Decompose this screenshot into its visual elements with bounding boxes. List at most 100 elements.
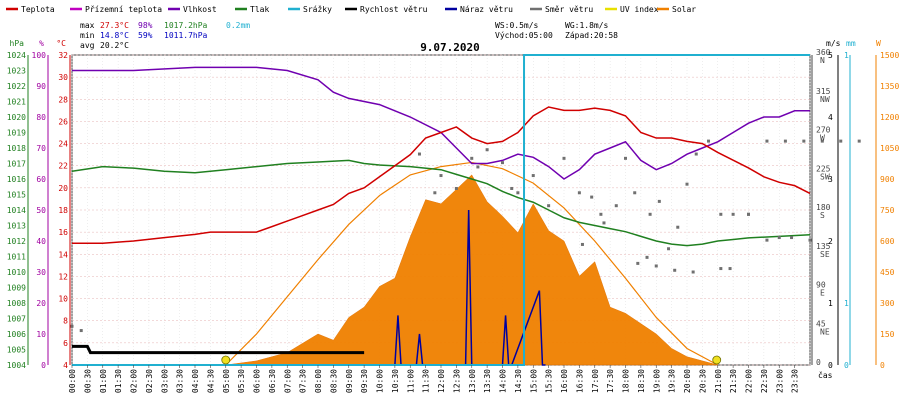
- direction-label: S: [820, 211, 825, 220]
- wind-dir-point: [454, 186, 458, 190]
- x-tick-label: 20:30: [698, 369, 707, 393]
- direction-tick: 225: [816, 164, 831, 173]
- wind-dir-point: [691, 270, 695, 274]
- left-axis-tick: 1019: [7, 129, 26, 138]
- left-axis-tick: 10: [58, 295, 68, 304]
- wind-dir-point: [516, 191, 520, 195]
- stats-max-press: 1017.2hPa: [164, 21, 208, 30]
- left-axis-tick: 0: [41, 361, 46, 370]
- x-tick-label: 11:30: [422, 369, 431, 393]
- x-tick-label: 22:30: [760, 369, 769, 393]
- x-tick-label: 07:30: [299, 369, 308, 393]
- left-axis-tick: 1018: [7, 144, 26, 153]
- left-axis-tick: 1013: [7, 222, 26, 231]
- wind-dir-point: [433, 191, 437, 195]
- wind-dir-point: [577, 191, 581, 195]
- wind-dir-point: [676, 225, 680, 229]
- legend-label: Vlhkost: [183, 5, 217, 14]
- stats-min-temp: 14.8°C: [100, 31, 129, 40]
- x-tick-label: 14:30: [514, 369, 523, 393]
- direction-label: NW: [820, 95, 830, 104]
- x-tick-label: 08:30: [329, 369, 338, 393]
- x-tick-label: 02:00: [130, 369, 139, 393]
- x-tick-label: 13:30: [483, 369, 492, 393]
- watt-axis-label: W: [876, 39, 881, 48]
- x-axis-label: čas: [818, 370, 833, 380]
- watt-axis-tick: 600: [880, 237, 895, 246]
- wind-dir-point: [485, 148, 489, 152]
- stats-sunset: Západ:20:58: [565, 31, 618, 40]
- x-tick-label: 04:30: [206, 369, 215, 393]
- x-tick-label: 03:00: [160, 369, 169, 393]
- legend-label: Teplota: [21, 5, 55, 14]
- wind-dir-point: [657, 199, 661, 203]
- mm-axis-tick: 1: [844, 299, 849, 308]
- wind-dir-point: [470, 156, 474, 160]
- wind-dir-point: [633, 191, 637, 195]
- left-axis-tick: 70: [36, 144, 46, 153]
- legend-label: Směr větru: [545, 5, 593, 14]
- stats-min-label: min: [80, 31, 95, 40]
- x-tick-label: 03:30: [176, 369, 185, 393]
- wind-dir-point: [531, 174, 535, 178]
- left-axis-tick: 1011: [7, 253, 26, 262]
- left-axis-tick: 1010: [7, 268, 26, 277]
- left-axis-tick: 1009: [7, 284, 26, 293]
- direction-tick: 0: [816, 358, 821, 367]
- direction-label: E: [820, 289, 825, 298]
- solar-area: [225, 174, 718, 366]
- left-axis-tick: 10: [36, 330, 46, 339]
- left-axis-tick: 100: [32, 51, 47, 60]
- ms-axis-tick: 5: [828, 51, 833, 60]
- ms-axis-tick: 3: [828, 175, 833, 184]
- legend-label: Tlak: [250, 5, 269, 14]
- stats-max-hum: 98%: [138, 21, 153, 30]
- left-axis-tick: 14: [58, 250, 68, 259]
- stats-max-temp: 27.3°C: [100, 21, 129, 30]
- wind-dir-point: [747, 212, 750, 216]
- x-tick-label: 16:00: [560, 369, 569, 393]
- wind-dir-point: [624, 156, 627, 160]
- stats-avg-temp: 20.2°C: [100, 41, 129, 50]
- left-axis-tick: 4: [63, 361, 68, 370]
- x-tick-label: 13:00: [468, 369, 477, 393]
- left-axis-tick: 1008: [7, 299, 26, 308]
- left-axis-tick: 32: [58, 51, 68, 60]
- x-tick-label: 00:30: [83, 369, 92, 393]
- wind-dir-point: [501, 161, 504, 165]
- series-hpa-line: [71, 159, 811, 247]
- x-tick-label: 17:00: [591, 369, 600, 393]
- x-tick-label: 09:00: [345, 369, 354, 393]
- left-axis-tick: 30: [36, 268, 46, 277]
- direction-tick: 180: [816, 203, 831, 212]
- left-axis-tick: 1004: [7, 361, 26, 370]
- wind-dir-point: [654, 264, 658, 268]
- x-tick-label: 16:30: [575, 369, 584, 393]
- wind-dir-point: [79, 329, 83, 333]
- wind-dir-point: [783, 139, 787, 143]
- wind-dir-point: [417, 152, 421, 156]
- ms-axis-tick: 0: [828, 361, 833, 370]
- left-axis-tick: 1015: [7, 191, 26, 200]
- sun-marker: [712, 355, 722, 365]
- wind-dir-point: [765, 139, 769, 143]
- left-axis-tick: 26: [58, 117, 68, 126]
- x-tick-label: 23:30: [791, 369, 800, 393]
- wind-dir-point: [439, 174, 443, 178]
- x-tick-label: 06:30: [268, 369, 277, 393]
- stats-min-press: 1011.7hPa: [164, 31, 208, 40]
- stats-max-label: max: [80, 21, 95, 30]
- wind-dir-point: [790, 236, 794, 240]
- x-tick-label: 05:30: [237, 369, 246, 393]
- direction-tick: 90: [816, 281, 826, 290]
- direction-tick: 270: [816, 126, 831, 135]
- watt-axis-tick: 750: [880, 206, 895, 215]
- left-axis-label: %: [39, 39, 44, 48]
- wind-dir-point: [667, 247, 671, 251]
- left-axis-tick: 12: [58, 272, 68, 281]
- watt-axis-tick: 450: [880, 268, 895, 277]
- x-tick-label: 07:00: [283, 369, 292, 393]
- x-tick-label: 20:00: [683, 369, 692, 393]
- stats-avg-label: avg: [80, 41, 95, 50]
